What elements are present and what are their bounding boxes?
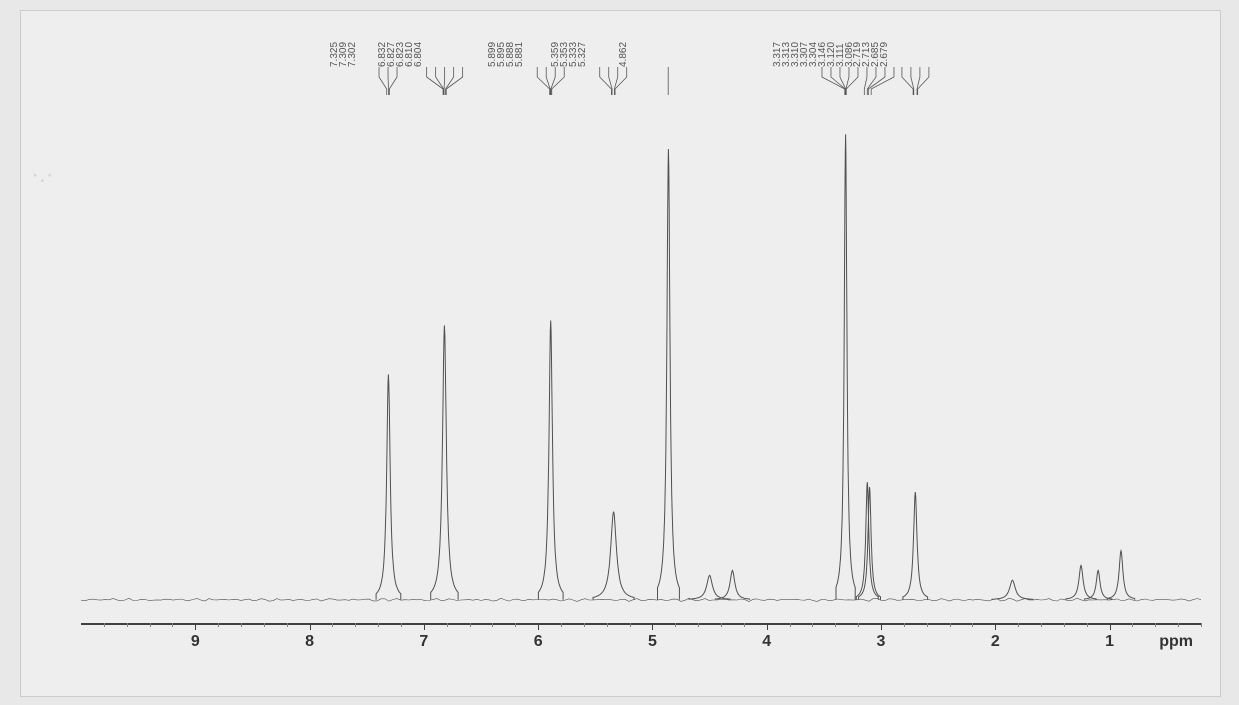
minor-tick — [332, 623, 333, 627]
tick-label: 3 — [877, 633, 886, 651]
minor-tick — [721, 623, 722, 627]
tick-label: 2 — [991, 633, 1000, 651]
minor-tick — [927, 623, 928, 627]
major-tick — [1110, 623, 1111, 630]
minor-tick — [744, 623, 745, 627]
tick-label: 1 — [1105, 633, 1114, 651]
minor-tick — [447, 623, 448, 627]
minor-tick — [1087, 623, 1088, 627]
pointer-fan — [81, 17, 1201, 95]
major-tick — [424, 623, 425, 630]
minor-tick — [630, 623, 631, 627]
minor-tick — [104, 623, 105, 627]
tick-label: 7 — [419, 633, 428, 651]
axis-line — [81, 623, 1201, 625]
minor-tick — [1132, 623, 1133, 627]
minor-tick — [1155, 623, 1156, 627]
minor-tick — [607, 623, 608, 627]
peak-labels-region: 7.3257.3097.3026.8326.8276.8236.8106.804… — [81, 17, 1201, 95]
minor-tick — [561, 623, 562, 627]
minor-tick — [378, 623, 379, 627]
spectrum-frame: ·.· 7.3257.3097.3026.8326.8276.8236.8106… — [20, 10, 1221, 697]
minor-tick — [172, 623, 173, 627]
minor-tick — [858, 623, 859, 627]
minor-tick — [150, 623, 151, 627]
minor-tick — [287, 623, 288, 627]
major-tick — [995, 623, 996, 630]
minor-tick — [1041, 623, 1042, 627]
major-tick — [538, 623, 539, 630]
minor-tick — [241, 623, 242, 627]
minor-tick — [584, 623, 585, 627]
tick-label: 5 — [648, 633, 657, 651]
major-tick — [767, 623, 768, 630]
minor-tick — [127, 623, 128, 627]
minor-tick — [515, 623, 516, 627]
minor-tick — [835, 623, 836, 627]
spectrum-plot — [81, 91, 1201, 621]
minor-tick — [355, 623, 356, 627]
minor-tick — [812, 623, 813, 627]
minor-tick — [470, 623, 471, 627]
minor-tick — [675, 623, 676, 627]
minor-tick — [264, 623, 265, 627]
tick-label: 8 — [305, 633, 314, 651]
major-tick — [652, 623, 653, 630]
tick-label: 9 — [191, 633, 200, 651]
spectrum-svg — [81, 91, 1201, 621]
minor-tick — [218, 623, 219, 627]
minor-tick — [950, 623, 951, 627]
major-tick — [881, 623, 882, 630]
minor-tick — [401, 623, 402, 627]
minor-tick — [790, 623, 791, 627]
major-tick — [310, 623, 311, 630]
minor-tick — [1201, 623, 1202, 627]
minor-tick — [972, 623, 973, 627]
tick-label: 6 — [534, 633, 543, 651]
tick-label: 4 — [762, 633, 771, 651]
minor-tick — [1178, 623, 1179, 627]
minor-tick — [698, 623, 699, 627]
minor-tick — [1018, 623, 1019, 627]
major-tick — [195, 623, 196, 630]
minor-tick — [1064, 623, 1065, 627]
x-axis: ppm 9 8 7 6 5 4 3 2 1 — [81, 623, 1201, 659]
axis-unit-label: ppm — [1159, 633, 1193, 651]
minor-tick — [904, 623, 905, 627]
minor-tick — [492, 623, 493, 627]
